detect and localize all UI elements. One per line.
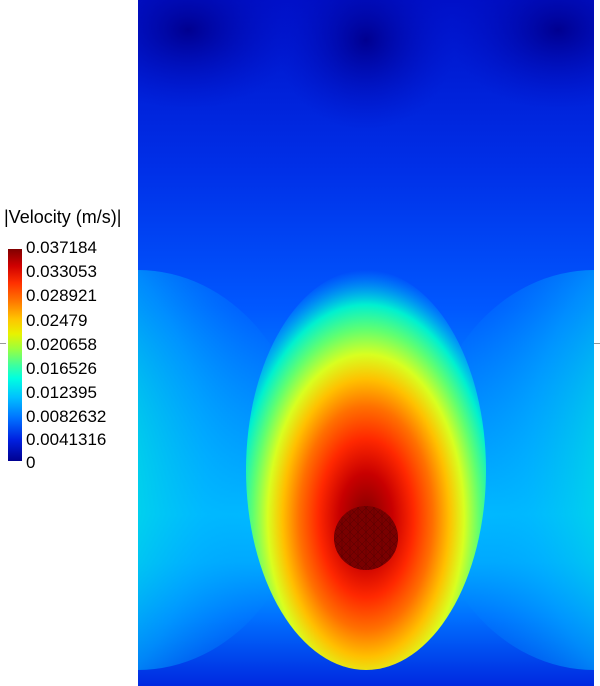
legend-title: |Velocity (m/s)| <box>4 207 122 227</box>
axis-marker-left <box>0 343 6 344</box>
legend-tick: 0.0082632 <box>26 407 107 426</box>
velocity-field-plot <box>138 0 594 686</box>
legend-tick: 0.012395 <box>26 383 97 402</box>
legend-tick: 0.037184 <box>26 238 97 257</box>
legend-tick: 0.033053 <box>26 262 97 281</box>
colorbar <box>8 249 22 461</box>
legend-tick: 0 <box>26 453 36 472</box>
legend-tick: 0.02479 <box>26 311 88 330</box>
legend-tick: 0.0041316 <box>26 430 107 449</box>
legend-tick: 0.016526 <box>26 359 97 378</box>
legend-tick: 0.028921 <box>26 286 97 305</box>
legend-tick: 0.020658 <box>26 335 97 354</box>
axis-marker-right <box>594 343 600 344</box>
